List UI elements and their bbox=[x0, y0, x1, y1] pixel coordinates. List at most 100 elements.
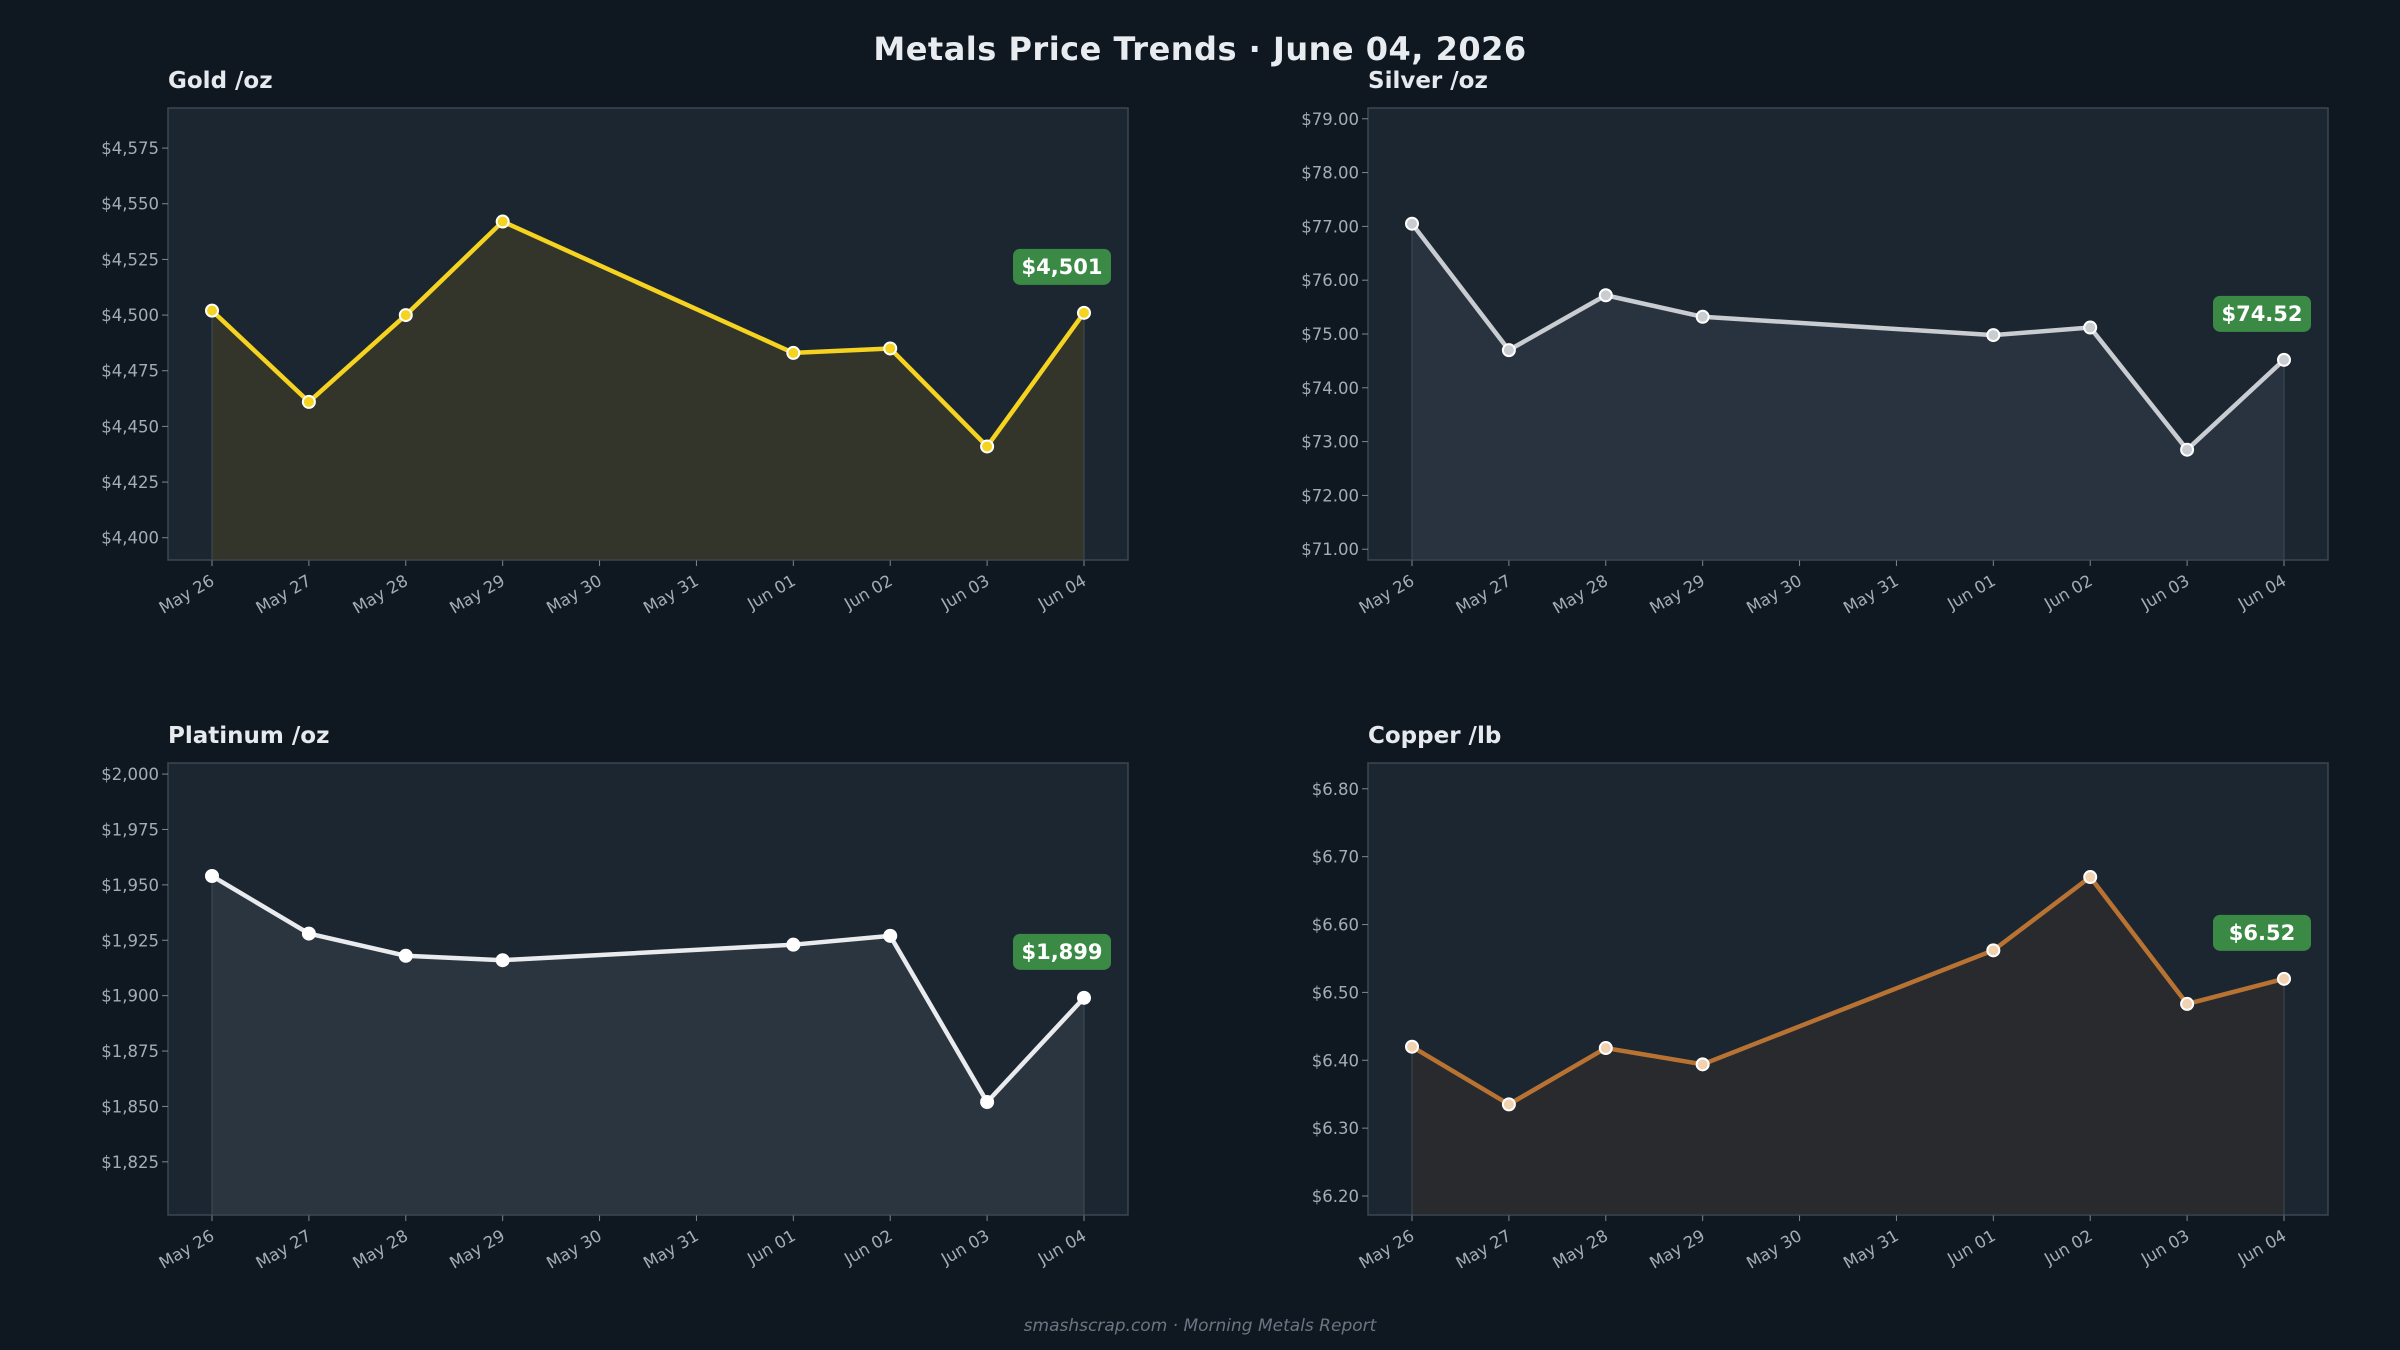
x-tick-label: May 28 bbox=[1549, 1226, 1611, 1273]
y-tick-label: $77.00 bbox=[1301, 217, 1359, 236]
y-tick-label: $4,425 bbox=[101, 473, 159, 492]
x-tick-label: May 31 bbox=[1840, 1226, 1902, 1273]
x-tick-label: Jun 02 bbox=[2040, 1226, 2095, 1269]
platinum-chart: Platinum /oz $1,825 $1,850 $1,875 $1,900 $1,9… bbox=[101, 723, 1129, 1273]
x-tick-label: Jun 04 bbox=[1034, 571, 1089, 614]
y-tick-label: $73.00 bbox=[1301, 433, 1359, 452]
y-tick-label: $74.00 bbox=[1301, 379, 1359, 398]
x-tick-label: May 26 bbox=[1356, 571, 1418, 618]
x-tick-label: May 31 bbox=[1840, 571, 1902, 618]
x-tick-label: May 29 bbox=[1646, 1226, 1708, 1273]
last-price-label: $4,501 bbox=[1021, 255, 1102, 279]
y-tick-label: $72.00 bbox=[1301, 486, 1359, 505]
data-point bbox=[2083, 320, 2098, 335]
data-point bbox=[883, 928, 898, 943]
x-tick-label: May 29 bbox=[446, 1226, 508, 1273]
data-point bbox=[495, 214, 510, 229]
x-tick-label: Jun 01 bbox=[1943, 1226, 1998, 1269]
y-tick-label: $4,525 bbox=[101, 250, 159, 269]
y-tick-label: $6.50 bbox=[1312, 983, 1359, 1002]
x-tick-label: May 29 bbox=[1646, 571, 1708, 618]
page-title: Metals Price Trends · June 04, 2026 bbox=[873, 30, 1527, 68]
series-line bbox=[1409, 221, 2287, 452]
x-tick-label: May 26 bbox=[156, 1226, 218, 1273]
x-tick-label: May 30 bbox=[543, 571, 605, 618]
x-tick-label: Jun 04 bbox=[2234, 571, 2289, 614]
y-tick-label: $76.00 bbox=[1301, 271, 1359, 290]
data-point bbox=[1695, 1057, 1710, 1072]
data-point bbox=[1986, 943, 2001, 958]
x-tick-label: Jun 01 bbox=[1943, 571, 1998, 614]
x-tick-label: May 31 bbox=[640, 1226, 702, 1273]
data-point bbox=[1695, 309, 1710, 324]
data-point bbox=[495, 953, 510, 968]
x-tick-label: Jun 01 bbox=[743, 571, 798, 614]
y-tick-label: $75.00 bbox=[1301, 325, 1359, 344]
y-tick-label: $4,450 bbox=[101, 417, 159, 436]
chart-title: Platinum /oz bbox=[168, 723, 329, 749]
last-price-label: $1,899 bbox=[1021, 940, 1102, 964]
data-point bbox=[980, 1095, 995, 1109]
y-tick-label: $1,950 bbox=[101, 876, 159, 895]
x-tick-label: Jun 03 bbox=[2137, 1226, 2192, 1269]
x-tick-label: May 27 bbox=[253, 1226, 315, 1273]
x-tick-label: Jun 04 bbox=[1034, 1226, 1089, 1269]
y-tick-label: $4,500 bbox=[101, 306, 159, 325]
data-point bbox=[398, 948, 413, 963]
data-point bbox=[2277, 352, 2291, 367]
last-price-badge bbox=[2213, 295, 2311, 332]
copper-chart: Copper /lb $6.20 $6.30 $6.40 $6.50 $6.60 $6.70… bbox=[1312, 723, 2329, 1273]
last-price-badge bbox=[1013, 933, 1111, 970]
x-tick-label: May 31 bbox=[640, 571, 702, 618]
x-tick-label: Jun 02 bbox=[840, 1226, 895, 1269]
x-tick-label: Jun 02 bbox=[2040, 571, 2095, 614]
y-tick-label: $6.60 bbox=[1312, 916, 1359, 935]
data-point bbox=[2083, 870, 2098, 885]
y-tick-label: $1,900 bbox=[101, 987, 159, 1006]
data-point bbox=[1501, 343, 1516, 358]
x-tick-label: May 30 bbox=[1743, 1226, 1805, 1273]
x-tick-label: Jun 03 bbox=[937, 1226, 992, 1269]
y-tick-label: $71.00 bbox=[1301, 540, 1359, 559]
y-tick-label: $4,475 bbox=[101, 362, 159, 381]
last-price-label: $74.52 bbox=[2221, 302, 2302, 326]
last-price-badge bbox=[1013, 248, 1111, 285]
y-tick-label: $6.30 bbox=[1312, 1119, 1359, 1138]
data-point bbox=[301, 926, 316, 941]
data-point bbox=[398, 308, 413, 323]
last-price-label: $6.52 bbox=[2229, 921, 2295, 945]
x-tick-label: Jun 04 bbox=[2234, 1226, 2289, 1269]
y-tick-label: $79.00 bbox=[1301, 110, 1359, 129]
y-tick-label: $4,575 bbox=[101, 139, 159, 158]
y-tick-label: $78.00 bbox=[1301, 164, 1359, 183]
data-point bbox=[1986, 328, 2001, 343]
x-tick-label: Jun 02 bbox=[840, 571, 895, 614]
data-point bbox=[786, 937, 801, 952]
x-tick-label: Jun 01 bbox=[743, 1226, 798, 1269]
series-line bbox=[209, 219, 1087, 449]
silver-chart: Silver /oz $71.00 $72.00 $73.00 $74.00 $75.00… bbox=[1301, 68, 2329, 618]
data-point bbox=[786, 345, 801, 360]
x-tick-label: May 27 bbox=[1453, 1226, 1515, 1273]
y-tick-label: $4,550 bbox=[101, 195, 159, 214]
x-tick-label: May 28 bbox=[1549, 571, 1611, 618]
x-tick-label: Jun 03 bbox=[2137, 571, 2192, 614]
last-price-badge bbox=[2213, 914, 2311, 951]
x-tick-label: May 28 bbox=[349, 1226, 411, 1273]
data-point bbox=[1598, 288, 1613, 303]
x-tick-label: May 30 bbox=[1743, 571, 1805, 618]
data-point bbox=[1077, 305, 1091, 320]
x-tick-label: Jun 03 bbox=[937, 571, 992, 614]
data-point bbox=[2277, 971, 2291, 986]
data-point bbox=[2180, 996, 2195, 1011]
data-point bbox=[883, 341, 898, 356]
y-tick-label: $1,975 bbox=[101, 820, 159, 839]
data-point bbox=[301, 394, 316, 409]
data-point bbox=[205, 869, 219, 883]
y-tick-label: $6.20 bbox=[1312, 1187, 1359, 1206]
y-tick-label: $1,850 bbox=[101, 1097, 159, 1116]
y-tick-label: $6.80 bbox=[1312, 780, 1359, 799]
data-point bbox=[1598, 1041, 1613, 1056]
y-tick-label: $1,925 bbox=[101, 931, 159, 950]
